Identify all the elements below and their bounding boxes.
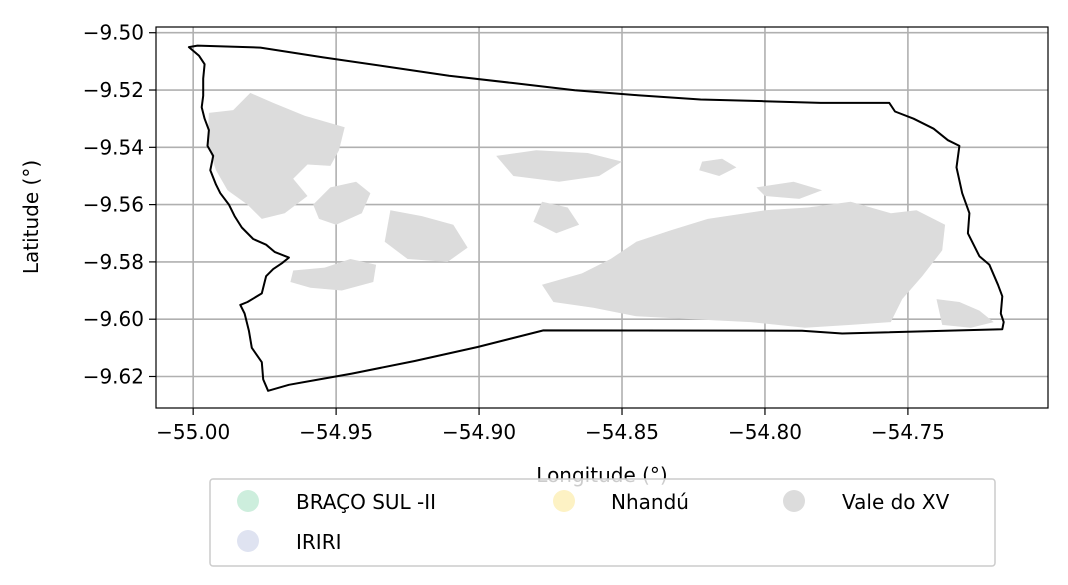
legend-marker-nhandu [553,490,575,512]
legend-marker-vale-do-xv [783,490,805,512]
legend: BRAÇO SUL -II Nhandú Vale do XV IRIRI [209,478,996,567]
x-tick-label: −54.90 [442,420,516,444]
legend-label-braco-sul-ii: BRAÇO SUL -II [296,490,436,514]
map-plot-area: −55.00 −54.95 −54.90 −54.85 −54.80 −54.75 −9.… [83,21,1049,444]
y-tick-label: −9.56 [83,193,144,217]
map-boundary [187,44,1005,392]
x-tick-label: −54.95 [299,420,373,444]
x-tick-label: −55.00 [156,420,230,444]
y-tick-label: −9.58 [83,250,144,274]
vale-do-xv-region [290,259,377,291]
y-tick-label: −9.50 [83,21,144,45]
vale-do-xv-region [207,92,345,219]
legend-label-iriri: IRIRI [296,530,342,554]
legend-marker-braco-sul-ii [237,490,259,512]
y-axis-ticks: −9.50 −9.52 −9.54 −9.56 −9.58 −9.60 −9.62 [83,21,156,388]
vale-do-xv-region [313,181,371,225]
vale-do-xv-region [542,201,946,328]
x-axis-ticks: −55.00 −54.95 −54.90 −54.85 −54.80 −54.75 [156,408,945,444]
vale-do-xv-region [384,210,468,262]
x-tick-label: −54.75 [871,420,945,444]
plot-frame [155,26,1049,409]
x-tick-label: −54.85 [585,420,659,444]
vale-do-xv-region [496,150,622,182]
y-axis-label: Latitude (°) [19,160,43,274]
study-area-boundary [187,44,1005,392]
y-tick-label: −9.52 [83,78,144,102]
legend-label-vale-do-xv: Vale do XV [842,490,950,514]
map-regions [207,92,994,328]
y-tick-label: −9.60 [83,307,144,331]
y-tick-label: −9.62 [83,364,144,388]
vale-do-xv-region [699,158,737,176]
y-tick-label: −9.54 [83,135,144,159]
legend-label-nhandu: Nhandú [611,490,689,514]
legend-marker-iriri [237,530,259,552]
vale-do-xv-region [756,181,823,199]
x-tick-label: −54.80 [728,420,802,444]
vale-do-xv-region [936,299,994,328]
vale-do-xv-region [533,201,580,234]
